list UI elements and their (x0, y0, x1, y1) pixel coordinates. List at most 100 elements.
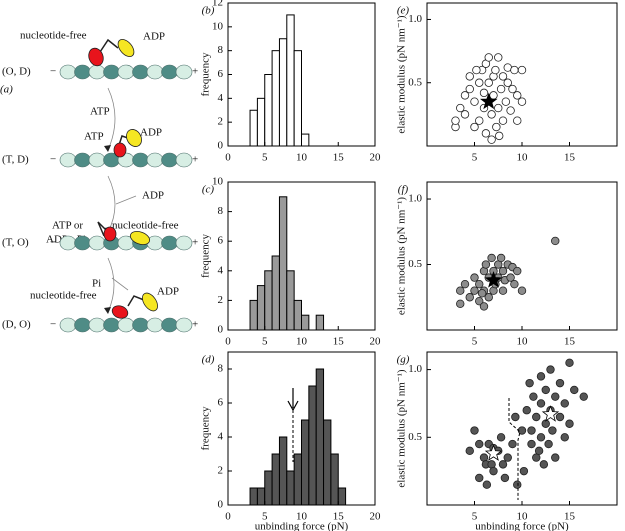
x-tick-label: 5 (472, 152, 478, 164)
point (495, 131, 504, 141)
yellow-head (142, 292, 158, 312)
minus-end: − (50, 319, 56, 331)
point (496, 84, 506, 94)
point (551, 453, 560, 462)
point (487, 135, 496, 144)
point (456, 103, 465, 113)
bar (286, 470, 295, 506)
x-tick-label: 5 (472, 336, 478, 348)
point (555, 412, 565, 422)
bar (249, 487, 258, 506)
point (498, 460, 508, 469)
panel-label: (d) (202, 354, 215, 366)
bar (271, 50, 280, 147)
y-tick-label: 8 (218, 363, 224, 375)
x-tick-label: 15 (333, 511, 345, 523)
point (496, 253, 506, 263)
yellow-head (129, 231, 151, 245)
point (482, 480, 492, 489)
point (517, 65, 527, 75)
bar (337, 487, 347, 506)
tubulin (88, 64, 106, 80)
bar (293, 299, 302, 331)
x-axis-label: unbinding force (pN) (255, 521, 349, 531)
point (484, 293, 493, 302)
state-label: (O, D) (2, 66, 31, 78)
bar (308, 385, 317, 506)
bar (293, 50, 302, 147)
tubulin (88, 235, 106, 251)
point (532, 412, 541, 422)
y-axis-label: frequency (200, 52, 212, 96)
point (475, 296, 484, 306)
y-tick-label: 2 (218, 465, 224, 477)
point (484, 78, 493, 87)
point (503, 453, 512, 462)
panel-label: (g) (397, 354, 410, 366)
point (536, 399, 546, 408)
tubulin (88, 317, 106, 333)
mean-star (541, 405, 560, 422)
point (536, 372, 546, 381)
point (513, 266, 522, 276)
arrowhead (104, 307, 111, 314)
bar (330, 453, 339, 506)
tubulin (103, 317, 120, 333)
point (513, 91, 522, 100)
point (500, 473, 510, 483)
plus-end: + (192, 154, 198, 166)
x-tick-label: 0 (225, 511, 231, 523)
panel-label: (f) (398, 184, 409, 196)
tubulin (59, 235, 77, 251)
tubulin (74, 64, 91, 80)
y-tick-label: 2 (218, 294, 224, 306)
y-tick-label: 2 (218, 116, 224, 128)
arrow (107, 87, 116, 151)
bar (271, 453, 280, 506)
point (527, 439, 536, 449)
point (513, 480, 522, 489)
red-head (113, 142, 127, 158)
neck (127, 295, 145, 307)
bar (278, 436, 288, 506)
step-label: ADP (142, 190, 164, 202)
point (517, 286, 527, 295)
mean-star (484, 271, 503, 288)
tubulin (146, 152, 164, 168)
bar (278, 196, 288, 331)
minus-end: − (50, 66, 56, 78)
bar (256, 487, 266, 506)
point (470, 286, 479, 295)
point (472, 65, 481, 75)
tubulin (59, 152, 77, 168)
y-tick-label: 8 (218, 205, 224, 217)
point (470, 97, 479, 106)
bar (271, 255, 280, 331)
tubulin (74, 317, 91, 333)
y-tick-label: 6 (218, 68, 224, 80)
bar (323, 419, 332, 506)
state-label: (T, D) (2, 154, 29, 166)
point (475, 116, 484, 125)
point (475, 473, 484, 483)
point (491, 65, 500, 75)
point (548, 426, 557, 435)
step-label: ATP (90, 106, 110, 118)
bar (293, 453, 302, 506)
y-tick-label: 0 (218, 499, 224, 511)
y-axis-label: elastic modulus (pN nm⁻¹) (396, 197, 408, 316)
point (555, 378, 565, 388)
y-axis-label: frequency (200, 406, 212, 450)
arrow (107, 257, 115, 313)
point (451, 116, 460, 125)
head-label: nucleotide-free (30, 290, 97, 302)
point (525, 378, 534, 388)
x-tick-label: 20 (370, 152, 382, 164)
y-tick-label: 4 (218, 92, 224, 104)
point (460, 110, 470, 119)
point (498, 266, 508, 276)
point (541, 385, 550, 395)
point (460, 91, 470, 100)
point (487, 110, 496, 119)
